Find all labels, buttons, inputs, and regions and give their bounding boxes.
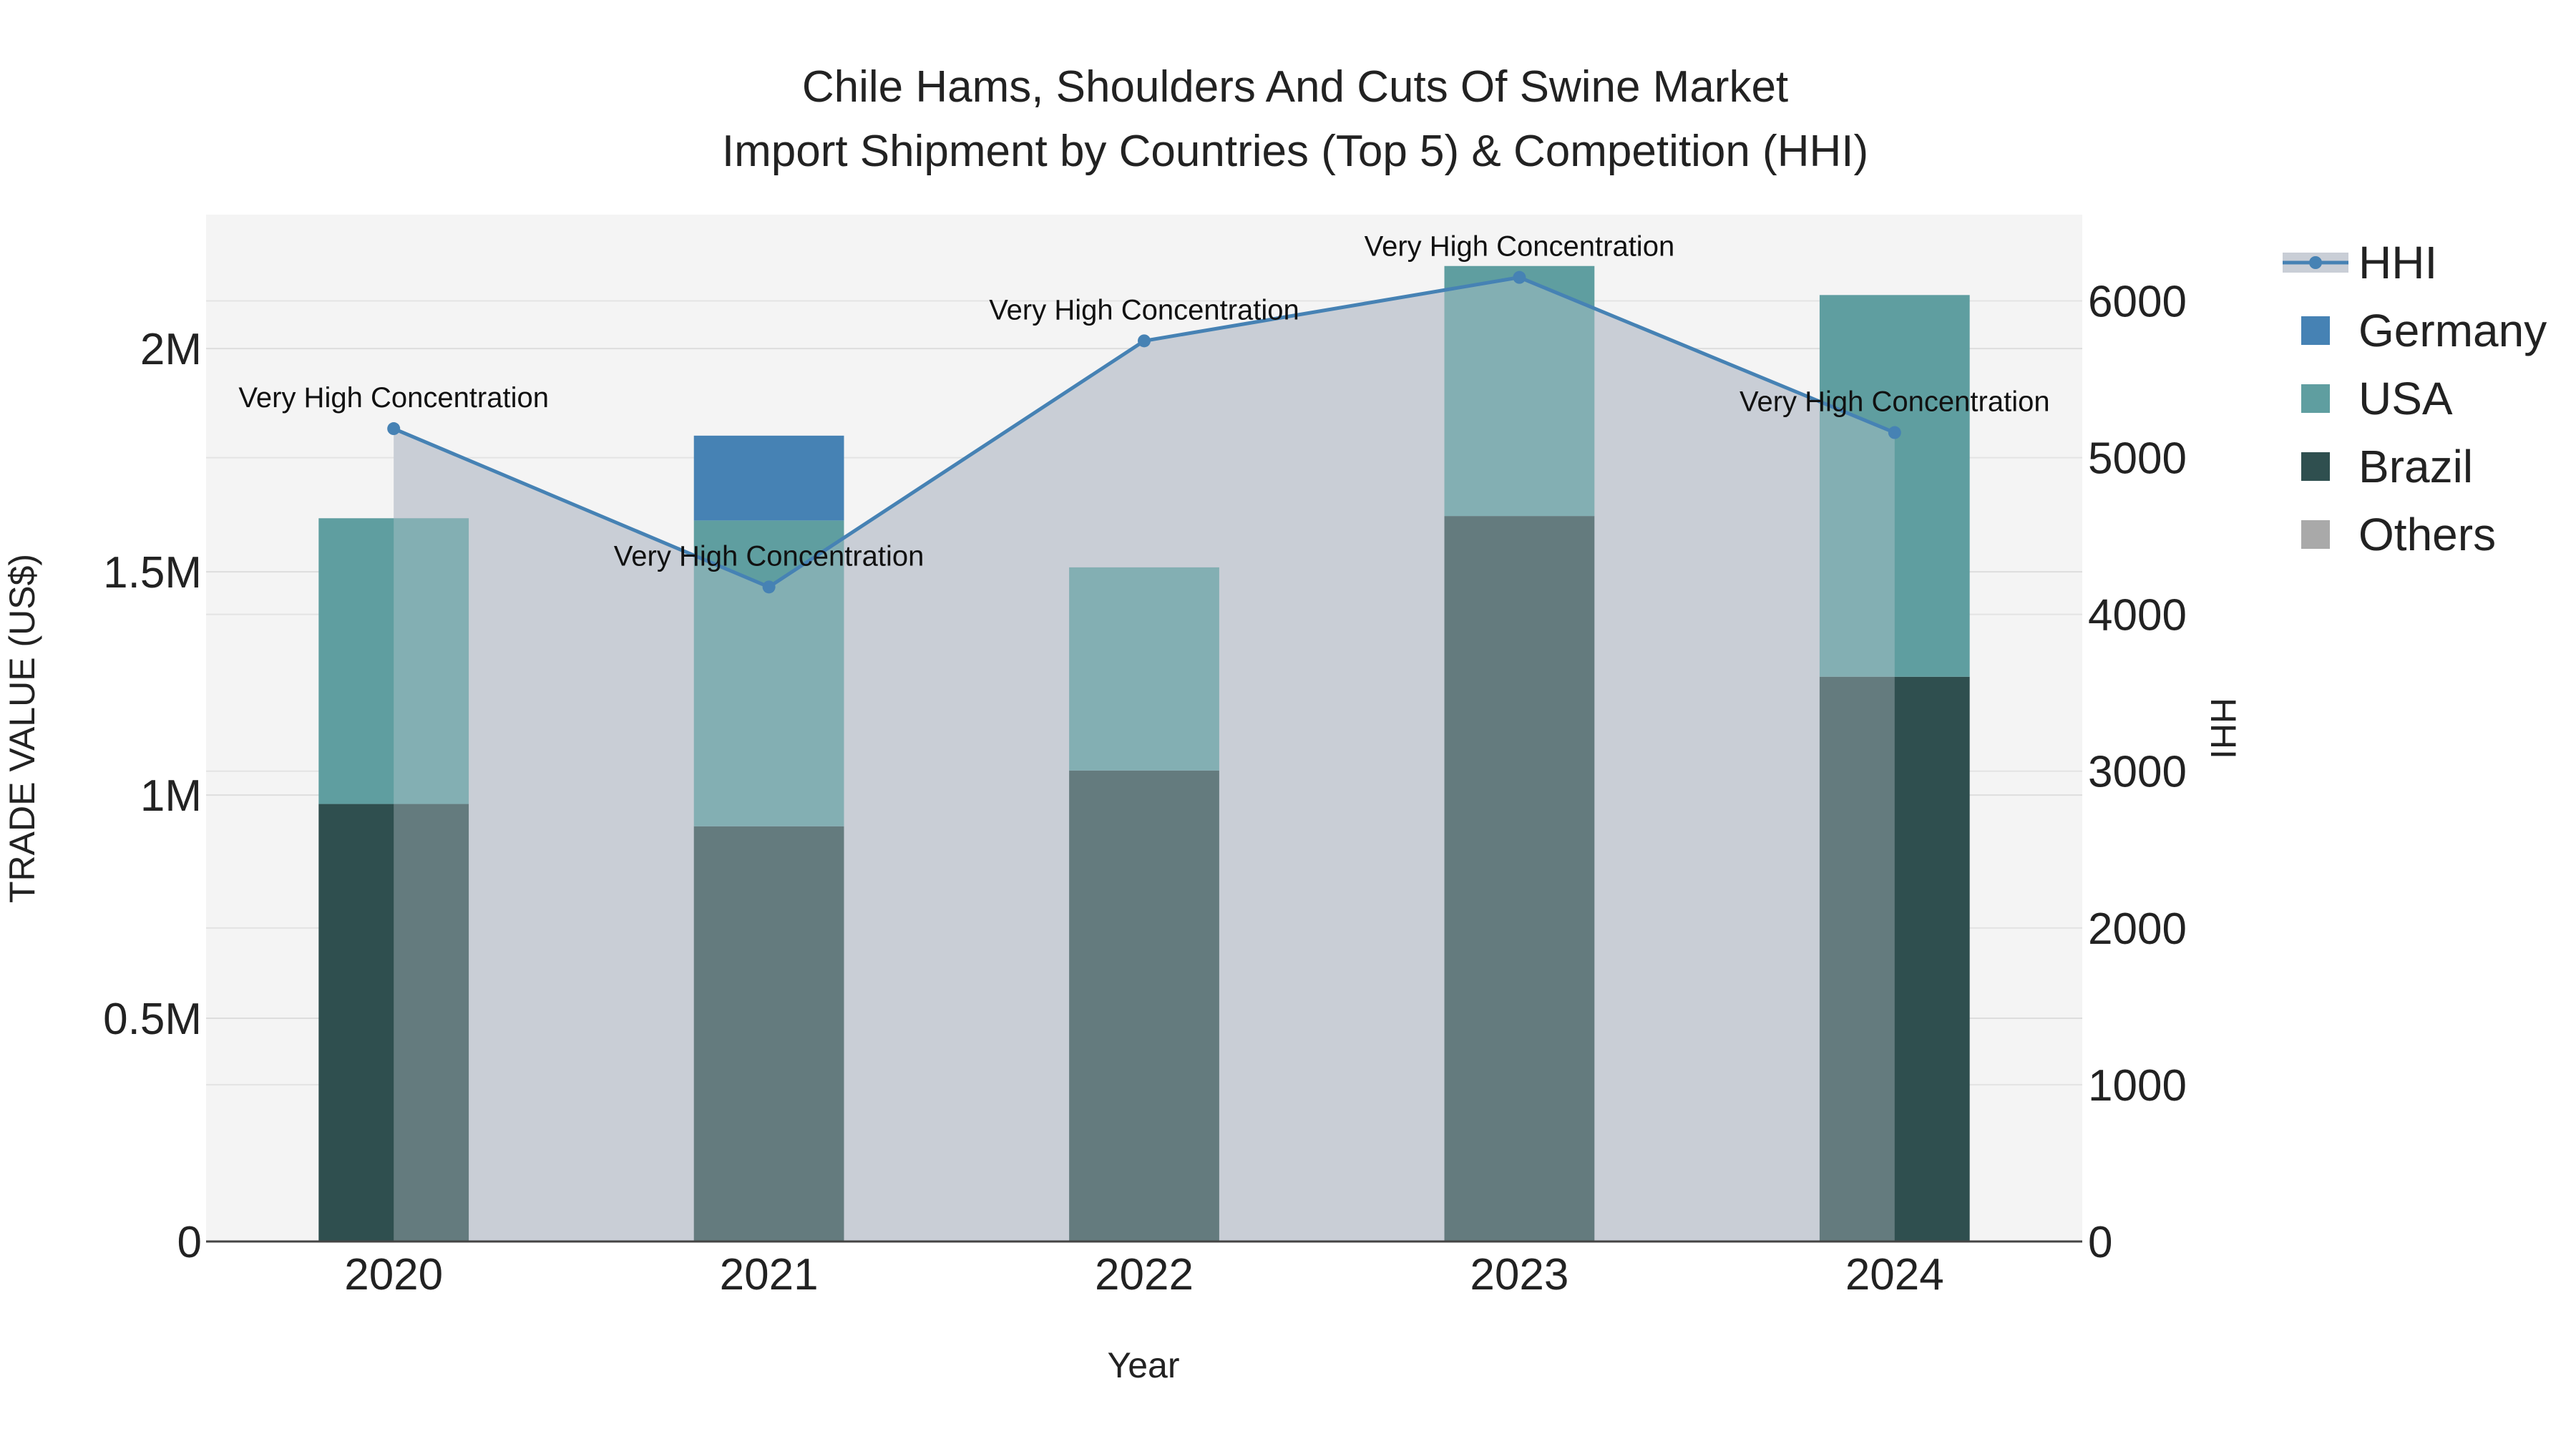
- hhi-point-2023: [1513, 270, 1526, 284]
- bar-usa-2022: [1069, 567, 1219, 771]
- bars: [318, 265, 1970, 1242]
- hhi-label-2020: Very High Concentration: [238, 382, 549, 414]
- legend-label-hhi: HHI: [2358, 237, 2437, 288]
- y2-tick-label: 4000: [2088, 591, 2187, 640]
- y2-tick-label: 6000: [2088, 277, 2187, 326]
- legend-swatch-brazil: [2301, 452, 2330, 481]
- bar-usa-2023: [1444, 265, 1595, 517]
- hhi-label-2022: Very High Concentration: [989, 294, 1299, 326]
- legend-label-usa: USA: [2358, 373, 2453, 424]
- hhi-area-overlay: [394, 277, 1895, 1242]
- y-tick-label: 1M: [140, 771, 202, 821]
- hhi-point-2024: [1888, 426, 1901, 439]
- x-tick-label: 2020: [344, 1250, 443, 1299]
- legend: HHI Germany USA Brazil Others: [2283, 237, 2547, 560]
- legend-label-brazil: Brazil: [2358, 441, 2473, 492]
- x-axis-title: Year: [1107, 1345, 1179, 1385]
- x-tick-label: 2023: [1470, 1250, 1568, 1299]
- bar-brazil-2023: [1444, 516, 1595, 1241]
- bar-brazil-2020: [318, 804, 469, 1241]
- x-tick-label: 2021: [720, 1250, 819, 1299]
- hhi-label-2024: Very High Concentration: [1740, 386, 2050, 418]
- y-tick-label: 0.5M: [103, 995, 202, 1044]
- y-tick-label: 2M: [140, 325, 202, 374]
- legend-swatch-germany: [2301, 316, 2330, 345]
- chart-title-line2: Import Shipment by Countries (Top 5) & C…: [722, 127, 1868, 176]
- y2-tick-label: 0: [2088, 1218, 2112, 1267]
- y2-axis-title: HHI: [2203, 698, 2243, 759]
- hhi-label-2023: Very High Concentration: [1365, 231, 1675, 263]
- y2-tick-label: 5000: [2088, 434, 2187, 484]
- legend-swatch-usa: [2301, 384, 2330, 413]
- axes: 0 0.5M 1M 1.5M 2M 0 1000 2000 3000 4000 5000 6000 20…: [103, 277, 2187, 1299]
- bar-usa-2024: [1819, 295, 1970, 677]
- y-tick-label: 1.5M: [103, 548, 202, 597]
- bar-brazil-2021: [693, 826, 844, 1241]
- hhi-point-2020: [387, 422, 401, 436]
- hhi-point-2022: [1138, 334, 1151, 348]
- hhi-point-2021: [762, 580, 776, 594]
- hhi-line-layer: Very High Concentration Very High Concent…: [238, 231, 2050, 594]
- legend-swatch-hhi-point: [2309, 256, 2322, 269]
- legend-label-germany: Germany: [2358, 305, 2547, 356]
- chart-title-line1: Chile Hams, Shoulders And Cuts Of Swine …: [802, 62, 1788, 112]
- legend-label-others: Others: [2358, 509, 2496, 560]
- bar-brazil-2024: [1819, 676, 1970, 1241]
- y2-tick-label: 1000: [2088, 1061, 2187, 1111]
- y2-tick-label: 3000: [2088, 748, 2187, 797]
- legend-swatch-others: [2301, 520, 2330, 549]
- y-tick-label: 0: [177, 1218, 202, 1267]
- y-axis-title: TRADE VALUE (US$): [2, 554, 42, 903]
- bar-usa-2020: [318, 518, 469, 804]
- bar-brazil-2022: [1069, 770, 1219, 1241]
- hhi-label-2021: Very High Concentration: [614, 540, 924, 572]
- y2-tick-label: 2000: [2088, 904, 2187, 954]
- x-tick-label: 2022: [1095, 1250, 1194, 1299]
- bar-usa-2021: [693, 520, 844, 826]
- bar-germany-2021: [693, 435, 844, 521]
- x-tick-label: 2024: [1845, 1250, 1944, 1299]
